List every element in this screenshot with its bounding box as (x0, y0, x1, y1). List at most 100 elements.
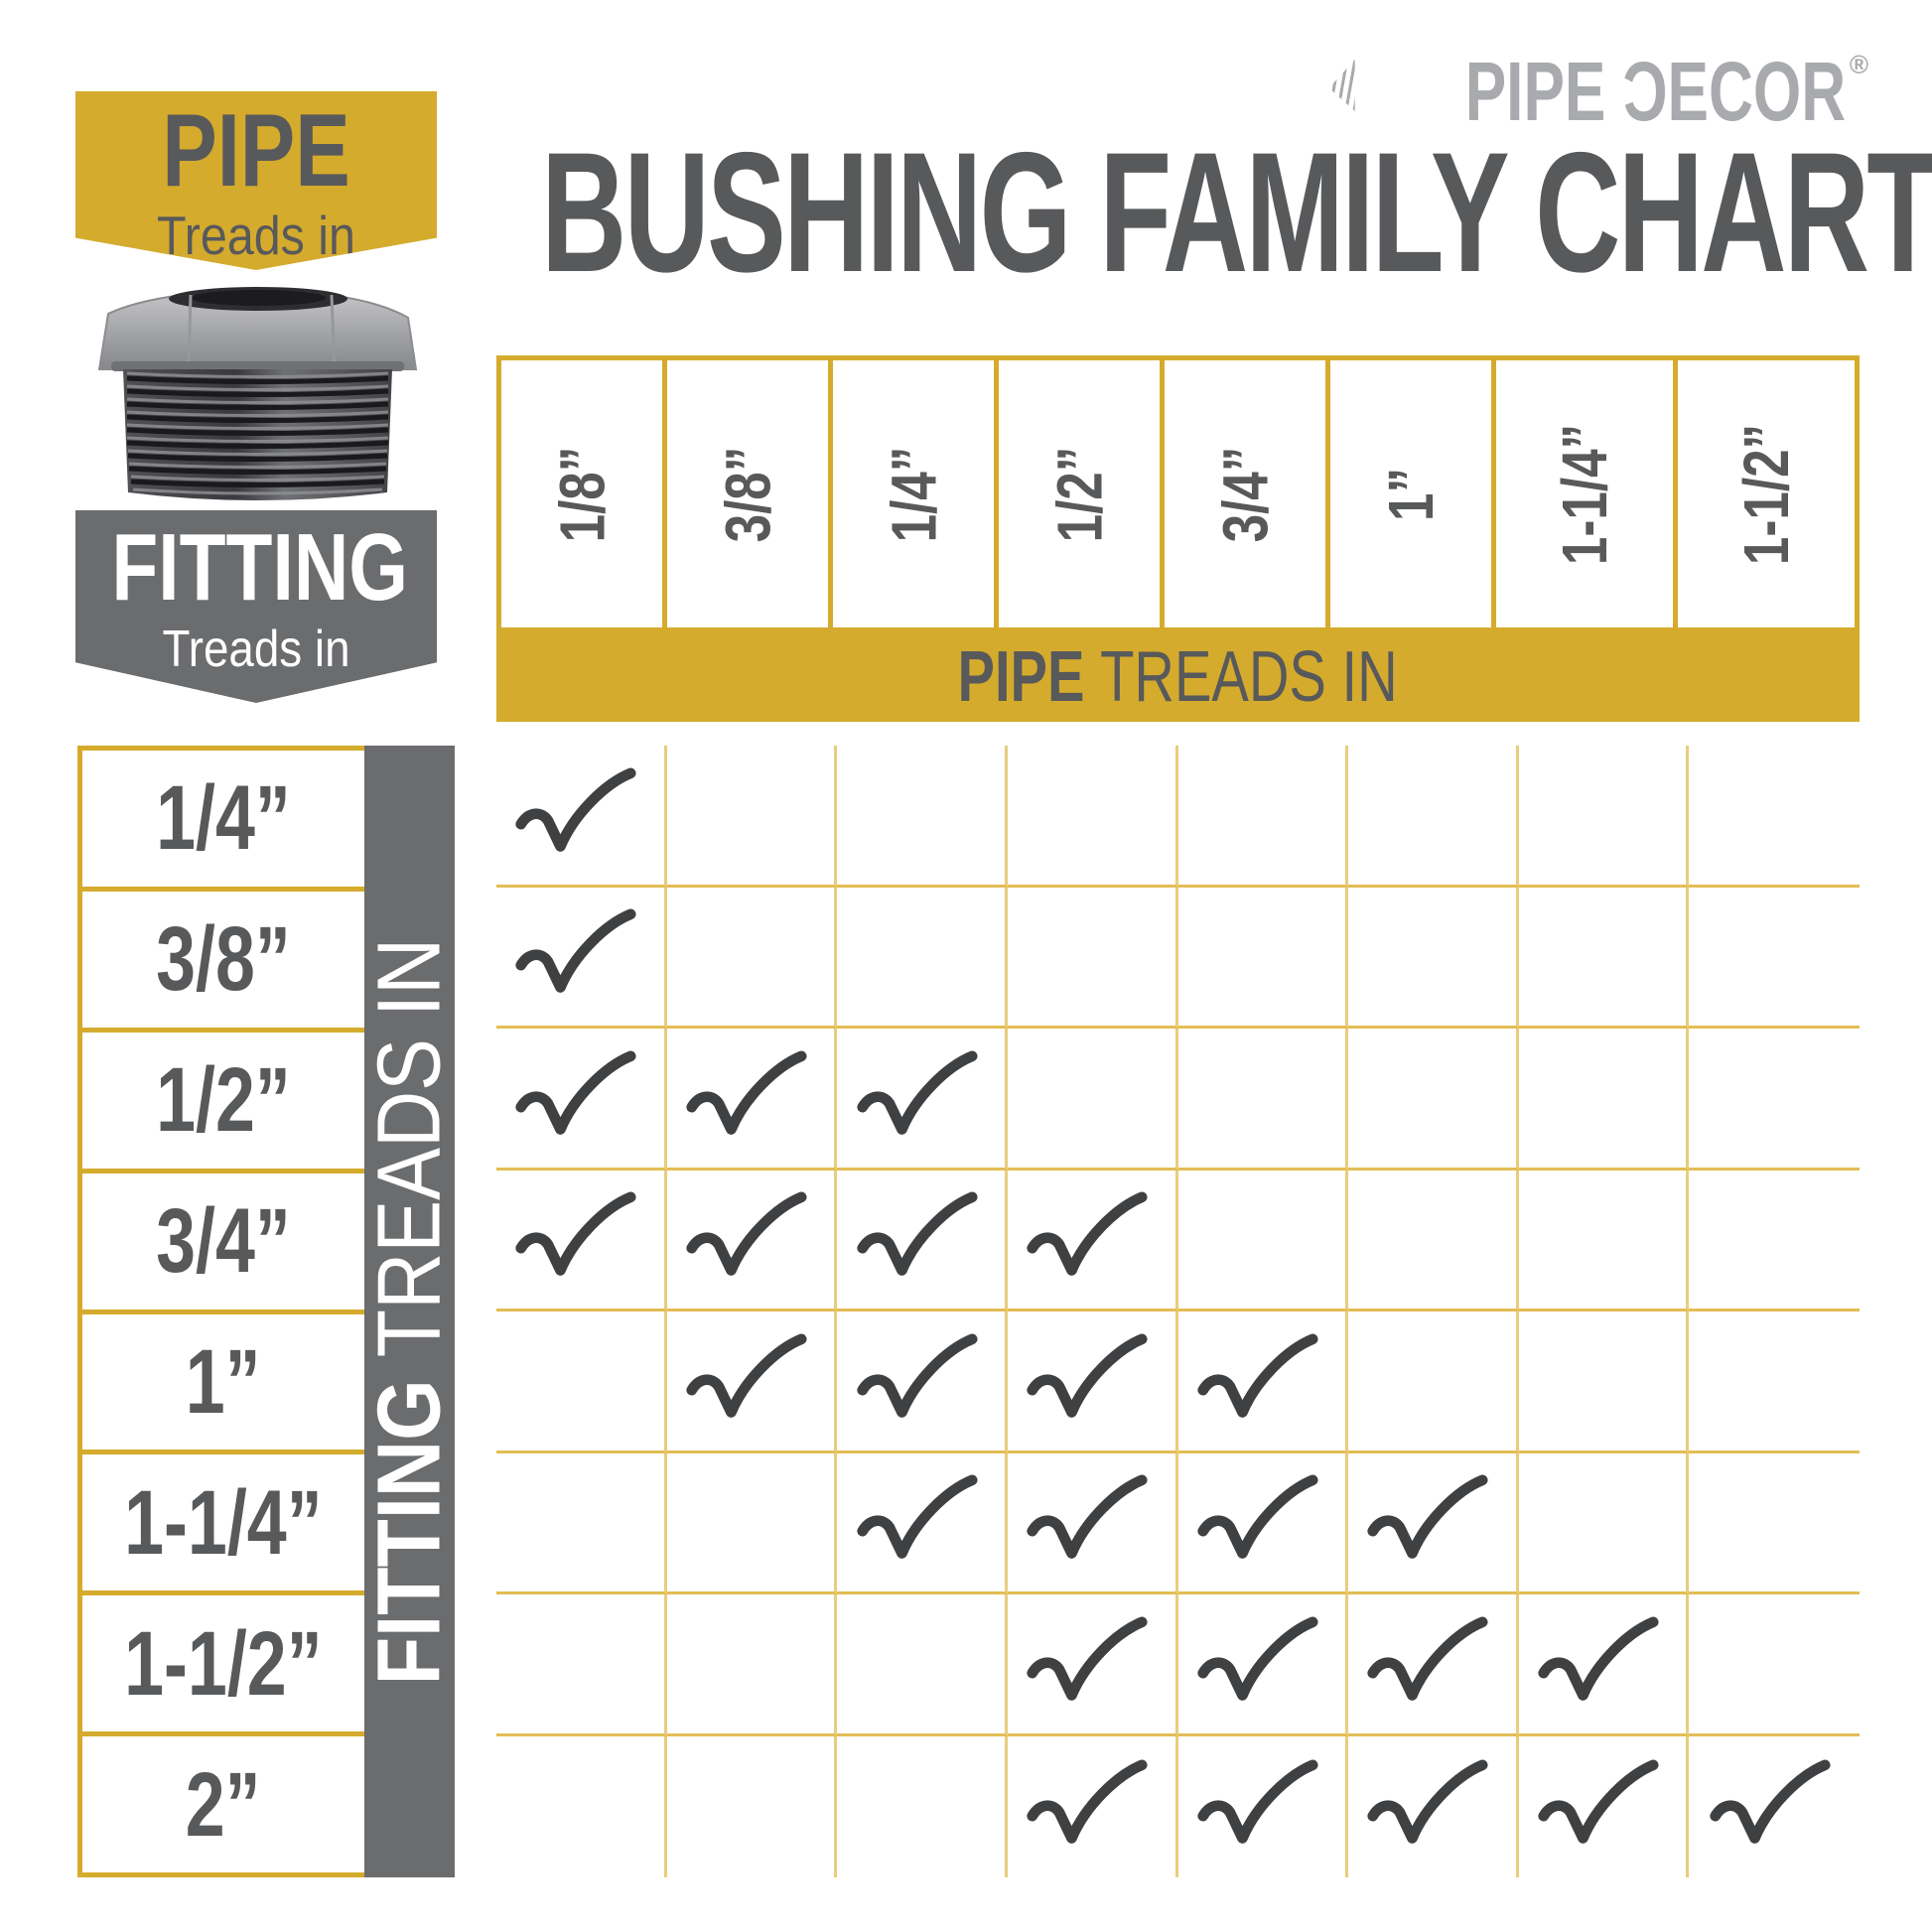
pipe-badge-title: PIPE (162, 93, 350, 208)
column-header-cell: 1-1/4” (1491, 360, 1673, 627)
row-label-cell: 1-1/2” (82, 1590, 364, 1731)
pipe-badge: PIPE Treads in (75, 91, 437, 270)
checkmark-icon (1367, 1759, 1488, 1844)
row-label: 3/4” (156, 1190, 291, 1293)
grid-cell (1348, 1029, 1519, 1171)
row-label-cell: 1-1/4” (82, 1449, 364, 1590)
row-label-cell: 3/4” (82, 1168, 364, 1310)
grid-cell (1348, 1452, 1519, 1594)
grid-cell (1007, 1029, 1178, 1171)
grid-cell (1689, 1171, 1860, 1311)
grid-cell (1007, 1452, 1178, 1594)
grid-cell (837, 746, 1008, 888)
pipe-treads-in-label: PIPE TREADS IN (958, 636, 1398, 718)
compatibility-grid (496, 746, 1860, 1877)
grid-cell (496, 1311, 667, 1453)
grid-cell (496, 1029, 667, 1171)
grid-cell (1689, 1453, 1860, 1594)
grid-cell (1689, 1029, 1860, 1171)
checkmark-icon (515, 767, 636, 852)
grid-cell (837, 1170, 1008, 1311)
grid-cell (1519, 1735, 1690, 1877)
grid-cell (1007, 887, 1178, 1029)
grid-cell (837, 1735, 1008, 1877)
checkmark-icon (1027, 1474, 1148, 1560)
grid-cell (496, 1170, 667, 1311)
grid-cell (1689, 1594, 1860, 1736)
grid-cell (1518, 1594, 1690, 1736)
grid-cell (666, 887, 838, 1029)
column-header-cell: 1/4” (828, 360, 994, 627)
grid-cell (1348, 887, 1519, 1029)
grid-cell (1518, 1029, 1690, 1171)
row-label-cell: 3/8” (82, 886, 364, 1028)
fitting-badge: FITTING Treads in (75, 510, 437, 703)
grid-cell (1177, 1170, 1349, 1311)
grid-cell (666, 1311, 838, 1453)
grid-cell (1689, 888, 1860, 1029)
grid-cell (837, 1311, 1008, 1453)
checkmark-icon (1197, 1616, 1318, 1701)
grid-cell (1689, 1311, 1860, 1453)
grid-cell (496, 1452, 667, 1594)
checkmark-icon (1027, 1333, 1148, 1418)
column-header-cell: 1” (1325, 360, 1491, 627)
column-header-label: 1-1/4” (1549, 423, 1621, 565)
grid-cell (1008, 1735, 1178, 1877)
row-label: 3/8” (156, 908, 291, 1011)
column-header-label: 1/4” (878, 446, 950, 542)
checkmark-icon (1538, 1759, 1659, 1844)
column-header-label: 1/2” (1043, 446, 1116, 542)
row-label: 1-1/2” (124, 1612, 323, 1715)
grid-cell (1689, 1736, 1860, 1878)
column-header-label: 3/4” (1209, 446, 1282, 542)
column-header-cell: 3/8” (662, 360, 828, 627)
grid-cell (1518, 1170, 1690, 1311)
grid-cell (1348, 1735, 1519, 1877)
checkmark-icon (1197, 1333, 1318, 1418)
grid-cell (1518, 1311, 1690, 1453)
checkmark-icon (686, 1333, 807, 1418)
grid-cell (496, 1594, 667, 1736)
fitting-treads-in-label-regular: TREADS IN (359, 937, 460, 1358)
grid-cell (1178, 1735, 1349, 1877)
fitting-badge-subtitle: Treads in (162, 621, 350, 678)
grid-cell (1689, 746, 1860, 888)
grid-cell (1348, 1311, 1519, 1453)
row-label: 1/4” (156, 767, 291, 870)
grid-cell (666, 1029, 838, 1171)
checkmark-icon (1197, 1759, 1318, 1844)
grid-cell (666, 1452, 838, 1594)
registered-trademark-icon: ® (1849, 50, 1868, 79)
column-header-cell: 1/2” (994, 360, 1160, 627)
grid-cell (1518, 1452, 1690, 1594)
column-header-label: 1-1/2” (1730, 423, 1803, 565)
grid-cell (1007, 1594, 1178, 1736)
row-label-cell: 1/4” (82, 751, 364, 887)
grid-cell (666, 1170, 838, 1311)
column-header-cell: 1/8” (501, 360, 662, 627)
bushing-product-image (93, 282, 422, 508)
checkmark-icon (515, 1191, 636, 1277)
column-header-label: 3/8” (712, 446, 784, 542)
checkmark-icon (686, 1050, 807, 1135)
bushing-illustration (97, 287, 418, 500)
grid-cell (667, 1735, 838, 1877)
checkmark-icon (515, 908, 636, 994)
grid-cell (1518, 746, 1690, 888)
row-label: 2” (186, 1753, 261, 1856)
column-header-cell: 3/4” (1160, 360, 1325, 627)
grid-cell (1177, 887, 1349, 1029)
grid-cell (496, 746, 667, 888)
pipe-treads-in-bar: PIPE TREADS IN (496, 632, 1860, 722)
grid-cell (1177, 1594, 1349, 1736)
checkmark-icon (856, 1191, 978, 1277)
grid-cell (837, 1452, 1008, 1594)
checkmark-icon (1538, 1616, 1659, 1701)
grid-cell (1007, 746, 1178, 888)
logo-hatch-icon (1328, 60, 1355, 111)
grid-cell (1007, 1170, 1178, 1311)
grid-cell (1177, 1029, 1349, 1171)
pipe-treads-in-label-bold: PIPE (957, 637, 1085, 717)
column-header-cell: 1-1/2” (1673, 360, 1855, 627)
